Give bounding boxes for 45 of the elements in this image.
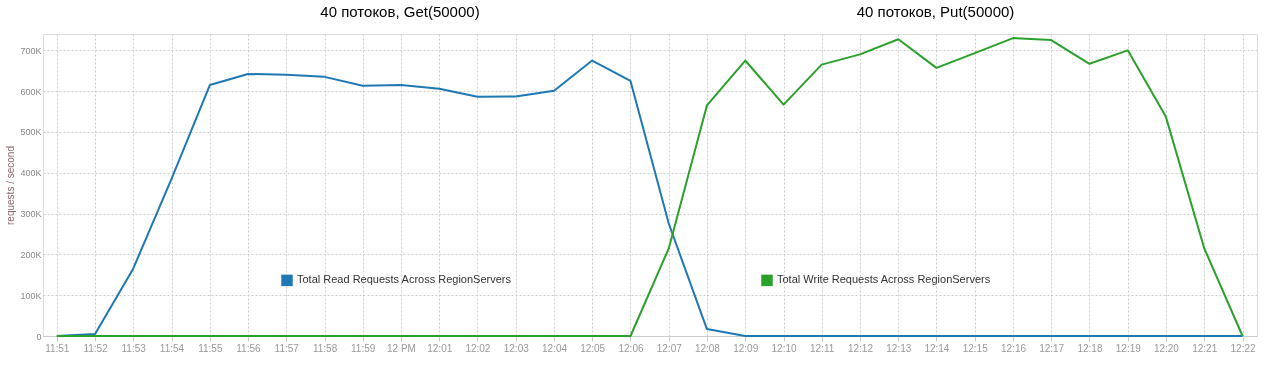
x-tick-label: 11:52: [83, 342, 109, 354]
x-tick-label: 11:53: [121, 342, 147, 354]
x-tick-label: 12:11: [810, 342, 835, 354]
x-tick-label: 12:22: [1230, 342, 1256, 354]
y-axis-title: requests / second: [5, 146, 17, 225]
x-tick-label: 12:09: [733, 342, 759, 354]
x-tick-label: 12:17: [1039, 342, 1065, 354]
x-tick-label: 11:55: [198, 342, 223, 354]
x-tick-label: 12:03: [503, 342, 530, 354]
x-tick-label: 12:13: [886, 342, 912, 354]
x-tick-label: 12:12: [847, 342, 874, 354]
legend-label: Total Write Requests Across RegionServers: [777, 273, 991, 286]
x-tick-label: 11:57: [274, 342, 300, 354]
legend-label: Total Read Requests Across RegionServers: [297, 273, 512, 286]
x-tick-label: 12:20: [1153, 342, 1180, 354]
x-tick-label: 11:56: [236, 342, 262, 354]
x-tick-label: 12:02: [465, 342, 491, 354]
x-tick-label: 12:05: [580, 342, 606, 354]
text: 40 потоков, Put(50000): [856, 3, 1015, 20]
x-tick-label: 12:08: [694, 342, 721, 354]
y-tick-label: 600K: [20, 86, 42, 97]
y-tick-label: 700K: [20, 45, 42, 56]
x-tick-label: 11:58: [312, 342, 338, 354]
x-tick-label: 12:07: [656, 342, 683, 354]
x-tick-label: 11:54: [159, 342, 185, 354]
x-tick-label: 12:16: [1001, 342, 1027, 354]
y-tick-label: 500K: [20, 127, 42, 138]
y-tick-label: 0: [36, 331, 42, 342]
x-tick-label: 11:59: [351, 342, 376, 354]
x-tick-label: 12:14: [924, 342, 950, 354]
x-tick-label: 12:15: [962, 342, 989, 354]
x-tick-label: 12:19: [1115, 342, 1142, 354]
x-tick-label: 12:10: [771, 342, 798, 354]
y-tick-label: 400K: [20, 168, 42, 179]
x-tick-label: 12:06: [618, 342, 644, 354]
x-tick-label: 12:04: [542, 342, 568, 354]
x-tick-label: 12:18: [1077, 342, 1103, 354]
y-tick-label: 200K: [20, 249, 42, 260]
x-tick-label: 12:21: [1192, 342, 1218, 354]
x-tick-label: 12 PM: [387, 342, 416, 354]
y-tick-label: 100K: [20, 290, 42, 301]
text: 40 потоков, Get(50000): [320, 3, 480, 20]
x-tick-label: 11:51: [45, 342, 70, 354]
y-tick-label: 300K: [20, 209, 42, 220]
x-tick-label: 12:01: [427, 342, 453, 354]
